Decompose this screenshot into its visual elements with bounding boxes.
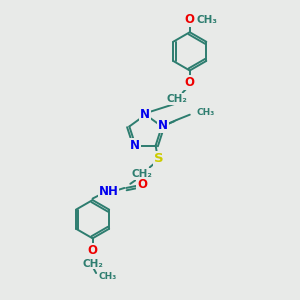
Text: S: S xyxy=(154,152,164,165)
Text: CH₂: CH₂ xyxy=(82,259,103,269)
Text: CH₃: CH₃ xyxy=(196,15,217,25)
Text: CH₂: CH₂ xyxy=(132,169,153,179)
Text: CH₂: CH₂ xyxy=(167,94,188,104)
Text: CH₃: CH₃ xyxy=(196,108,214,117)
Text: N: N xyxy=(140,108,150,121)
Text: NH: NH xyxy=(99,185,118,198)
Text: O: O xyxy=(88,244,98,257)
Text: O: O xyxy=(185,14,195,26)
Text: O: O xyxy=(137,178,147,191)
Text: N: N xyxy=(130,139,140,152)
Text: CH₃: CH₃ xyxy=(98,272,117,280)
Text: N: N xyxy=(158,119,168,132)
Text: O: O xyxy=(185,76,195,89)
